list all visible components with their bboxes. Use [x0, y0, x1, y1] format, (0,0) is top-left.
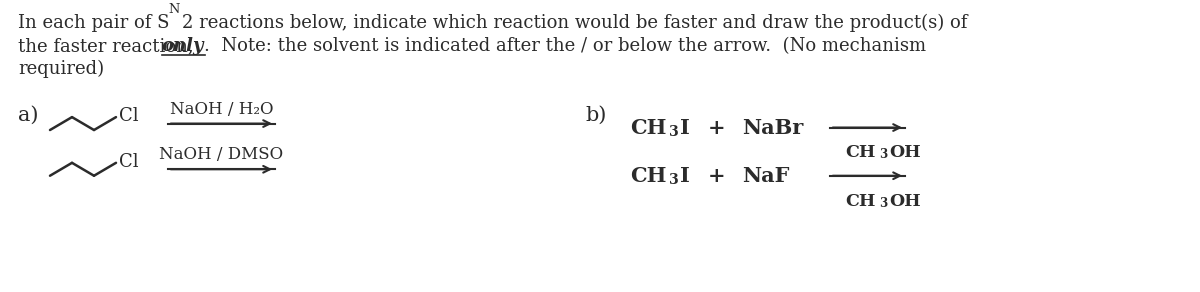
Text: 2 reactions below, indicate which reaction would be faster and draw the product(: 2 reactions below, indicate which reacti…	[182, 14, 967, 32]
Text: CH: CH	[630, 166, 666, 186]
Text: I: I	[680, 166, 690, 186]
Text: CH: CH	[846, 193, 876, 210]
Text: 3: 3	[880, 197, 888, 210]
Text: N: N	[168, 3, 180, 16]
Text: CH: CH	[630, 118, 666, 138]
Text: +: +	[708, 118, 726, 138]
Text: In each pair of S: In each pair of S	[18, 14, 169, 32]
Text: the faster reaction,: the faster reaction,	[18, 37, 199, 55]
Text: CH: CH	[846, 145, 876, 161]
Text: a): a)	[18, 106, 38, 125]
Text: NaOH / DMSO: NaOH / DMSO	[160, 146, 283, 163]
Text: only: only	[162, 37, 204, 55]
Text: 3: 3	[668, 173, 678, 187]
Text: NaF: NaF	[742, 166, 790, 186]
Text: 3: 3	[668, 125, 678, 139]
Text: NaBr: NaBr	[742, 118, 803, 138]
Text: OH: OH	[889, 193, 922, 210]
Text: I: I	[680, 118, 690, 138]
Text: Cl: Cl	[119, 107, 139, 125]
Text: required): required)	[18, 60, 104, 78]
Text: 3: 3	[880, 148, 888, 161]
Text: OH: OH	[889, 145, 922, 161]
Text: NaOH / H₂O: NaOH / H₂O	[169, 101, 274, 118]
Text: b): b)	[586, 106, 606, 125]
Text: +: +	[708, 166, 726, 186]
Text: Cl: Cl	[119, 153, 139, 171]
Text: .  Note: the solvent is indicated after the / or below the arrow.  (No mechanism: . Note: the solvent is indicated after t…	[204, 37, 926, 55]
